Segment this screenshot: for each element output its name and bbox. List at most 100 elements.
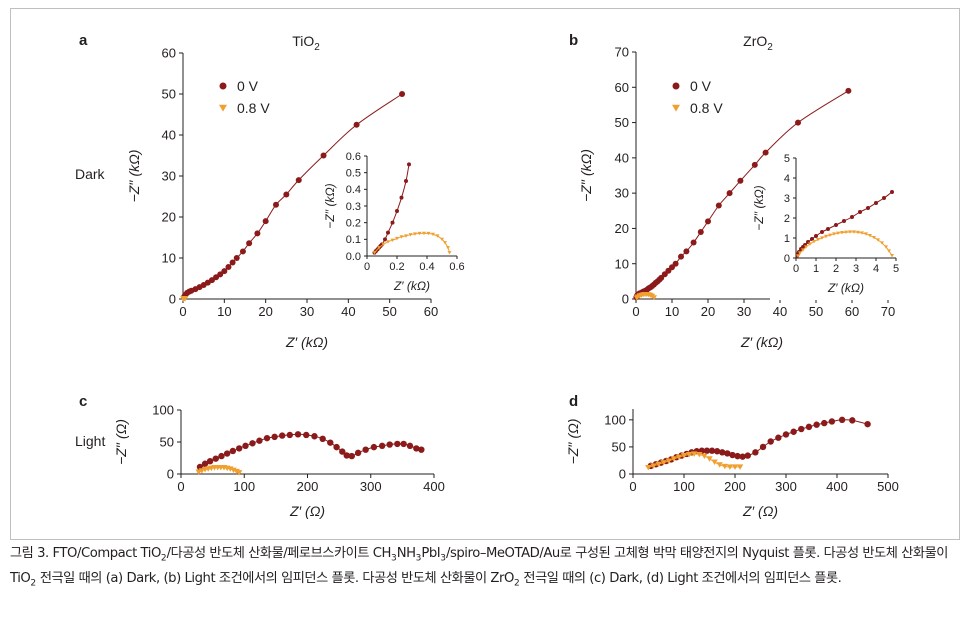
inset-b-point-0v <box>814 234 818 238</box>
panel-d-x-tick-label: 100 <box>673 479 695 494</box>
panel-d-point-08v <box>670 456 677 462</box>
panel-c: c 0 100 200 300 400 0 50 100 Z′ (Ω) −Z′′ (Ω) <box>79 393 445 519</box>
panel-c-point-0v <box>271 433 278 441</box>
panel-b-x-tick-label: 40 <box>773 304 787 319</box>
panel-c-point-0v <box>362 446 369 453</box>
panel-c-point-0v <box>394 440 401 448</box>
inset-a-point-08v <box>404 234 408 238</box>
inset-a-x-label: Z′ (kΩ) <box>393 279 430 293</box>
inset-a-y-tick-label: 0.5 <box>346 168 361 180</box>
panel-a: a TiO2 0 10 20 30 40 50 60 0 10 20 30 40 50 60 Z′ (kΩ) −Z… <box>79 32 469 350</box>
inset-b-point-08v <box>801 248 805 252</box>
inset-b-point-08v <box>804 245 808 249</box>
inset-a-y-tick-label: 0.3 <box>346 201 361 213</box>
panel-c-point-0v <box>242 442 249 450</box>
panel-c-point-0v <box>348 452 355 460</box>
inset-a-x-tick-label: 0 <box>364 261 370 273</box>
panel-d-point-0v <box>798 425 805 433</box>
caption-part-2: /다공성 반도체 산화물/페로브스카이트 CH <box>166 546 392 561</box>
panel-c-point-0v <box>201 460 209 467</box>
panel-c-point-0v <box>343 452 350 459</box>
inset-a-point-08v <box>381 242 386 247</box>
legend-label-0v: 0 V <box>237 78 259 94</box>
panel-d-point-08v <box>696 451 703 458</box>
caption-part-4: PbI <box>421 546 441 561</box>
inset-b-point-08v <box>884 245 888 249</box>
panel-a-y-tick-label: 20 <box>162 210 176 225</box>
inset-a-point-0v <box>399 195 404 200</box>
legend-label-0v: 0 V <box>690 78 712 94</box>
panel-d-point-08v <box>731 464 739 470</box>
panel-letter-a: a <box>79 32 88 49</box>
caption-part-6: 전극일 때의 (a) Dark, (b) Light 조건에서의 임피던스 플롯… <box>36 570 515 586</box>
panel-d-point-08v <box>691 451 698 457</box>
panel-c-point-0v <box>418 446 425 453</box>
legend-marker-08v <box>672 104 680 112</box>
panel-c-point-0v <box>256 437 263 444</box>
panel-b-x-label: Z′ (kΩ) <box>740 334 783 350</box>
inset-b-point-0v <box>866 206 870 210</box>
panel-b-point-0v <box>683 248 690 255</box>
panel-b-point-0v <box>751 161 758 168</box>
panel-d-point-0v <box>724 450 731 457</box>
panel-b-y-tick-label: 40 <box>615 150 629 165</box>
inset-b-x-label: Z′ (kΩ) <box>827 281 864 295</box>
panel-d-point-0v <box>719 449 726 456</box>
inset-b-point-08v <box>890 254 894 258</box>
panel-c-y-label: −Z′′ (Ω) <box>113 419 129 465</box>
panel-c-point-0v <box>212 455 219 462</box>
caption-sub-6: 2 <box>513 578 520 589</box>
inset-b-data <box>796 190 894 258</box>
inset-a-point-0v <box>395 209 399 213</box>
caption-sub-3: 3 <box>415 553 422 564</box>
panel-a-x-tick-label: 10 <box>217 304 231 319</box>
inset-b-y-tick-label: 0 <box>784 253 790 265</box>
panel-b-y-tick-label: 0 <box>622 292 629 307</box>
panel-a-point-0v <box>262 218 269 225</box>
panel-a-point-0v <box>295 177 302 184</box>
panel-a-x-tick-label: 60 <box>424 304 438 319</box>
panel-c-x-tick-label: 0 <box>177 479 184 494</box>
panel-a-y-tick-label: 50 <box>162 87 176 102</box>
panel-letter-d: d <box>569 393 578 410</box>
panel-b-point-0v <box>697 228 704 235</box>
panel-c-x-tick-label: 200 <box>297 479 319 494</box>
panel-c-point-0v <box>333 443 340 451</box>
panel-d-point-0v <box>828 418 836 425</box>
panel-c-point-0v <box>339 448 346 455</box>
inset-b-point-08v <box>836 231 840 235</box>
panel-a-point-0v <box>239 248 246 255</box>
inset-b-point-0v <box>842 219 846 223</box>
panel-b-point-0v <box>715 202 722 209</box>
panel-c-point-0v <box>229 447 237 455</box>
panel-d-point-0v <box>744 452 751 459</box>
figure-caption: 그림 3. FTO/Compact TiO2/다공성 반도체 산화물/페로브스카… <box>10 544 958 593</box>
inset-b-point-08v <box>864 232 868 236</box>
panel-c-point-0v <box>206 458 214 465</box>
panel-c-y-tick-label: 50 <box>160 435 174 450</box>
legend-label-08v: 0.8 V <box>690 100 723 116</box>
panel-d-x-tick-label: 200 <box>724 479 746 494</box>
inset-b-point-0v <box>826 227 830 231</box>
panel-c-point-0v <box>413 445 420 452</box>
inset-b-point-08v <box>816 238 820 242</box>
panel-c-point-0v <box>386 441 393 448</box>
panel-c-x-tick-label: 300 <box>360 479 382 494</box>
inset-a-point-08v <box>422 231 426 236</box>
inset-b-point-08v <box>824 234 828 239</box>
panel-d-point-0v <box>849 417 856 424</box>
panel-a-y-tick-label: 0 <box>169 292 176 307</box>
inset-b-point-08v <box>798 251 802 255</box>
panel-d-point-08v <box>665 458 672 464</box>
inset-a-point-08v <box>386 240 390 244</box>
panel-d-point-08v <box>706 456 713 462</box>
panel-a-point-0v <box>254 230 261 237</box>
panel-title-b: ZrO2 <box>743 33 773 53</box>
panel-a-point-0v <box>217 271 224 278</box>
panel-a-y-tick-label: 40 <box>162 128 176 143</box>
panel-c-y-tick-label: 100 <box>152 403 174 418</box>
panel-a-y-tick-label: 10 <box>162 251 176 266</box>
panel-a-x-label: Z′ (kΩ) <box>285 334 328 350</box>
panel-b-x-tick-label: 30 <box>737 304 751 319</box>
